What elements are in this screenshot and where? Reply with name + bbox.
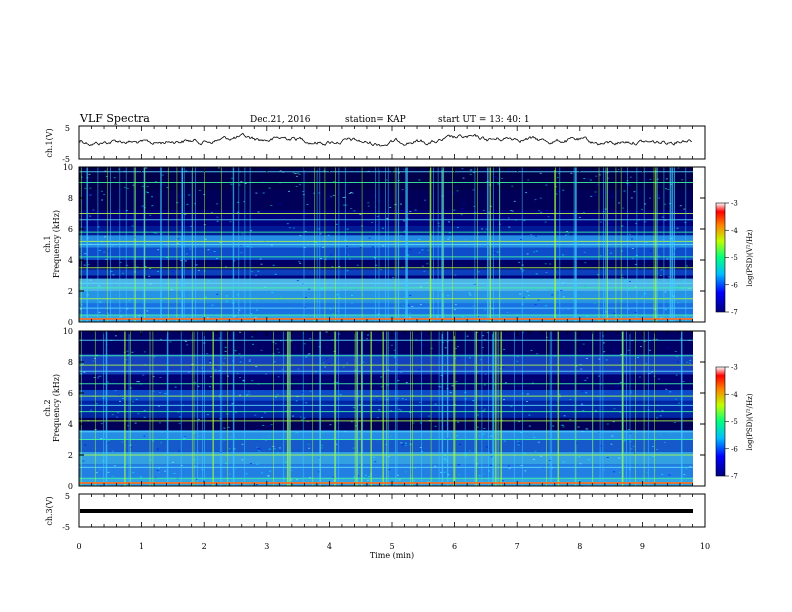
time-tick-label: 1 <box>139 542 144 551</box>
spectrogram-ch1-yticks: 0 2 4 6 8 10 <box>63 163 705 327</box>
spectrogram-ch2-yticks: 0 2 4 6 8 10 <box>63 327 705 491</box>
freq-tick-label: 0 <box>68 318 73 327</box>
colorbar-tick-label: -4 <box>731 227 738 235</box>
time-tick-label: 10 <box>700 542 710 551</box>
freq-tick-label: 6 <box>68 225 73 234</box>
waveform-ch1-line <box>79 132 692 147</box>
freq-tick-label: 2 <box>68 287 73 296</box>
ch2-spec-ylabel: ch.2 <box>43 399 52 416</box>
time-tick-label: 4 <box>327 542 332 551</box>
spectrogram-ch1-image <box>79 167 705 323</box>
time-tick-label: 8 <box>577 542 582 551</box>
freq-tick-label: 10 <box>63 163 73 172</box>
time-tick-label: 2 <box>202 542 207 551</box>
spectrogram-panel-ch2: 0 2 4 6 8 10 ch.2 Frequency (kHz) <box>43 327 706 491</box>
colorbar-tick-label: -3 <box>731 364 738 372</box>
start-time-label: start UT = 13: 40: 1 <box>438 115 530 125</box>
colorbar-tick-label: -6 <box>731 445 738 453</box>
freq-tick-label: 6 <box>68 389 73 398</box>
spectrogram-panel-ch1: 0 2 4 6 8 10 ch.1 Frequency (kHz) <box>43 163 706 327</box>
ch3-ytick-top: 5 <box>65 492 70 501</box>
time-tick-label: 5 <box>389 542 394 551</box>
colorbar-tick-label: -4 <box>731 391 738 399</box>
ch3-volt-ylabel: ch.3(V) <box>45 496 54 525</box>
ch1-freq-ylabel: Frequency (kHz) <box>52 210 61 278</box>
colorbar-tick-label: -5 <box>731 254 738 262</box>
colorbar-tick-label: -7 <box>731 473 738 481</box>
time-axis-label: Time (min) <box>370 551 414 560</box>
figure-title: VLF Spectra <box>79 112 150 125</box>
date-label: Dec.21, 2016 <box>250 115 311 125</box>
colorbar-ch2-label: log(PSD)(V²/Hz) <box>746 393 754 450</box>
time-tick-label: 3 <box>264 542 269 551</box>
freq-tick-label: 4 <box>68 256 73 265</box>
ch1-volt-ylabel: ch.1(V) <box>45 128 54 157</box>
colorbar-ch1-label: log(PSD)(V²/Hz) <box>746 229 754 286</box>
time-axis-ticks <box>78 126 706 527</box>
ch1-ytick-top: 5 <box>65 124 70 133</box>
freq-tick-label: 10 <box>63 327 73 336</box>
colorbar-ch1: -3 -4 -5 -6 -7 log(PSD)(V²/Hz) <box>715 200 754 317</box>
colorbar-ch1-gradient <box>715 202 726 313</box>
ch3-ytick-bottom: -5 <box>62 523 70 532</box>
time-tick-label: 6 <box>452 542 457 551</box>
freq-tick-label: 8 <box>68 358 73 367</box>
time-axis-labels: 0 1 2 3 4 5 6 7 8 9 10 <box>76 542 710 551</box>
time-tick-label: 0 <box>76 542 81 551</box>
station-label: station= KAP <box>345 115 406 125</box>
colorbar-tick-label: -3 <box>731 200 738 208</box>
freq-tick-label: 0 <box>68 482 73 491</box>
ch1-spec-ylabel: ch.1 <box>43 235 52 252</box>
ch1-ytick-bottom: -5 <box>62 155 70 164</box>
spectrogram-ch2-image <box>79 331 705 487</box>
freq-tick-label: 2 <box>68 451 73 460</box>
colorbar-tick-label: -6 <box>731 281 738 289</box>
colorbar-tick-label: -7 <box>731 309 738 317</box>
ch2-freq-ylabel: Frequency (kHz) <box>52 374 61 442</box>
colorbar-ch2-gradient <box>715 366 726 477</box>
time-tick-label: 9 <box>640 542 645 551</box>
colorbar-ch2: -3 -4 -5 -6 -7 log(PSD)(V²/Hz) <box>715 364 754 481</box>
freq-tick-label: 4 <box>68 420 73 429</box>
waveform-panel-ch3: 5 -5 ch.3(V) <box>45 492 706 532</box>
time-tick-label: 7 <box>515 542 520 551</box>
colorbar-tick-label: -5 <box>731 418 738 426</box>
waveform-panel-ch1: 5 -5 ch.1(V) <box>45 124 706 164</box>
freq-tick-label: 8 <box>68 194 73 203</box>
